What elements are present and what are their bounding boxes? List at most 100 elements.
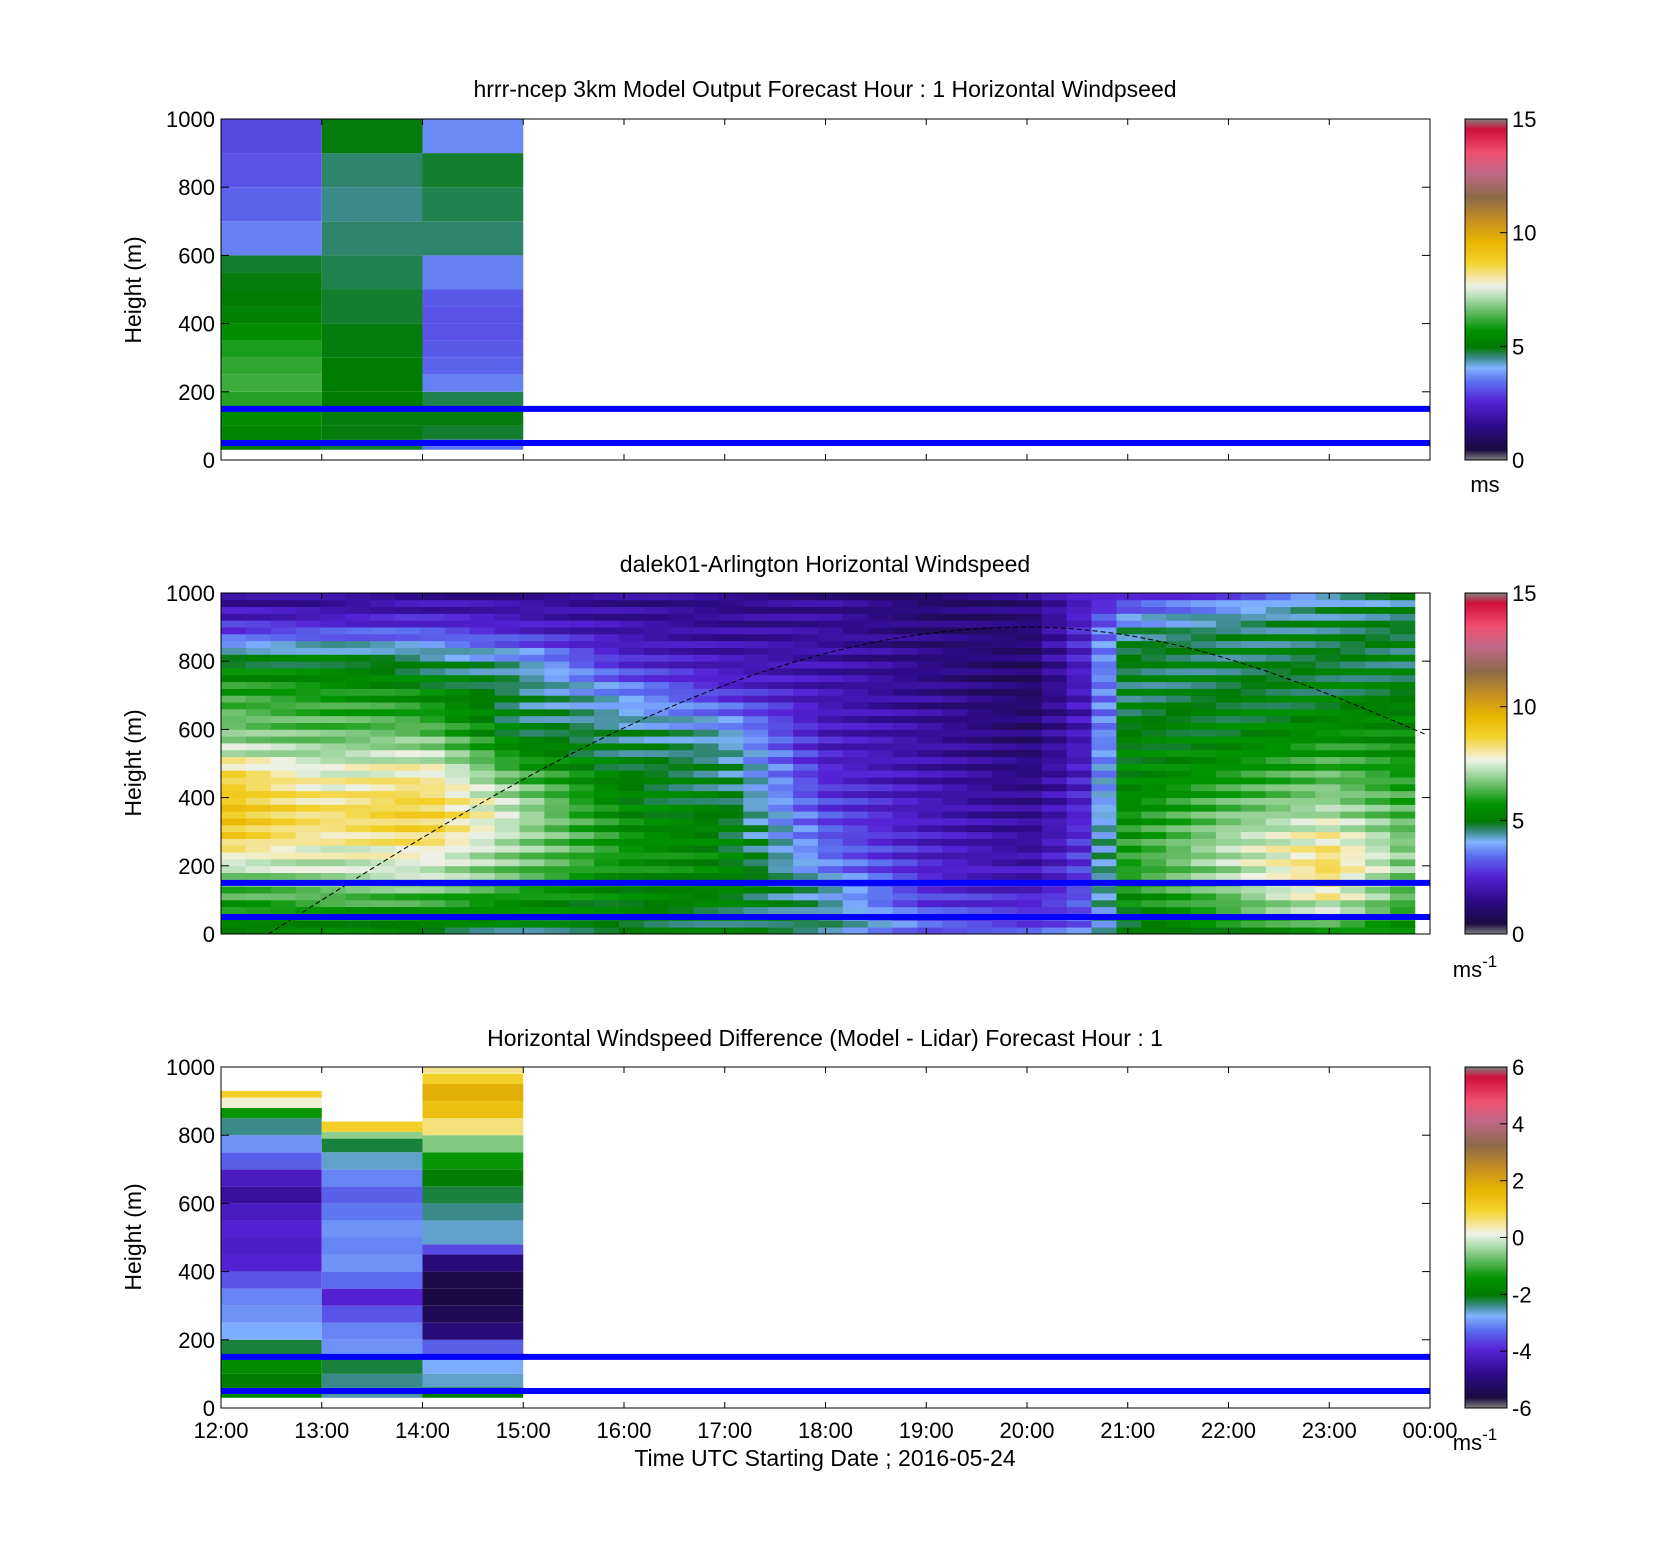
- panel-lidar-cell: [594, 804, 620, 812]
- panel-lidar-cell: [1016, 790, 1043, 798]
- panel-lidar-cell: [942, 804, 968, 812]
- panel-lidar-cell: [992, 831, 1018, 839]
- panel-difference-cell: [221, 1339, 322, 1357]
- panel-lidar-cell: [1191, 763, 1217, 771]
- panel-lidar-cell: [1041, 743, 1068, 751]
- panel-lidar-cell: [1390, 899, 1416, 908]
- panel-lidar-cell: [569, 838, 595, 846]
- panel-lidar-cell: [1315, 824, 1341, 833]
- panel-lidar-cell: [594, 783, 620, 792]
- panel-lidar-cell: [668, 749, 694, 758]
- panel-lidar-cell: [1240, 872, 1267, 880]
- panel-difference-cell: [321, 1339, 423, 1357]
- panel-lidar-cell: [892, 627, 918, 635]
- panel-lidar-cell: [1290, 865, 1316, 874]
- panel-lidar-cell: [643, 797, 670, 805]
- panel-lidar-cell: [419, 668, 446, 676]
- panel-lidar-cell: [817, 743, 844, 751]
- panel-lidar-cell: [395, 647, 421, 655]
- panel-lidar-cell: [718, 743, 744, 751]
- panel-lidar-cell: [345, 858, 371, 867]
- panel-lidar-cell: [1041, 722, 1068, 730]
- panel-lidar-cell: [1290, 708, 1316, 717]
- panel-lidar-cell: [1116, 593, 1142, 601]
- panel-lidar-cell: [370, 811, 396, 819]
- panel-lidar-cell: [842, 647, 869, 655]
- panel-lidar-cell: [1166, 661, 1192, 669]
- panel-lidar-cell: [519, 831, 545, 839]
- panel-lidar-cell: [643, 790, 670, 798]
- panel-lidar-cell: [693, 893, 719, 901]
- panel-lidar-cell: [992, 893, 1018, 901]
- panel-lidar-cell: [469, 824, 495, 833]
- panel-lidar-cell: [221, 824, 247, 833]
- panel-lidar-cell: [1141, 872, 1167, 880]
- panel-lidar-cell: [942, 906, 968, 914]
- panel-lidar-cell: [1215, 858, 1242, 867]
- panel-lidar-cell: [917, 702, 943, 710]
- panel-lidar-cell: [992, 640, 1018, 648]
- panel-lidar-cell: [320, 790, 346, 798]
- panel-lidar-cell: [1091, 770, 1117, 778]
- panel-lidar-cell: [270, 886, 297, 894]
- panel-lidar-cell: [967, 804, 993, 812]
- panel-lidar-cell: [668, 702, 694, 710]
- panel-lidar-cell: [618, 838, 645, 846]
- panel-lidar-cell: [867, 872, 893, 880]
- panel-lidar-cell: [1191, 688, 1217, 696]
- panel-model-cell: [422, 119, 524, 154]
- panel-lidar-cell: [942, 770, 968, 778]
- panel-lidar-cell: [618, 661, 645, 669]
- panel-lidar-cell: [494, 654, 520, 662]
- panel-lidar-cell: [892, 661, 918, 669]
- panel-lidar-cell: [544, 783, 570, 792]
- panel-lidar-cell: [842, 865, 869, 874]
- panel-lidar-cell: [1166, 606, 1192, 614]
- panel-lidar-cell: [494, 627, 520, 635]
- panel-lidar-cell: [320, 627, 346, 635]
- panel-lidar-cell: [867, 790, 893, 798]
- panel-lidar-cell: [768, 593, 794, 601]
- panel-lidar-cell: [817, 906, 844, 914]
- panel-lidar-cell: [594, 743, 620, 751]
- panel-lidar-cell: [842, 695, 869, 703]
- panel-lidar-cell: [370, 824, 396, 833]
- panel-lidar-cell: [793, 865, 819, 874]
- panel-lidar-cell: [395, 797, 421, 805]
- panel-lidar-cell: [419, 831, 446, 839]
- panel-lidar-cell: [395, 668, 421, 676]
- panel-lidar-cell: [370, 668, 396, 676]
- panel-lidar-cell: [1315, 729, 1341, 737]
- panel-lidar-cell: [693, 674, 719, 683]
- panel-lidar-cell: [1340, 613, 1366, 621]
- panel-lidar-cell: [1116, 852, 1142, 860]
- panel-lidar-cell: [1041, 811, 1068, 819]
- panel-lidar-cell: [1141, 852, 1167, 860]
- panel-lidar-cell: [793, 927, 819, 934]
- panel-lidar-cell: [1315, 708, 1341, 717]
- panel-lidar-cell: [1166, 804, 1192, 812]
- panel-lidar-cell: [842, 606, 869, 614]
- panel-lidar-cell: [1215, 668, 1242, 676]
- panel-lidar-cell: [419, 906, 446, 914]
- panel-lidar-cell: [942, 613, 968, 621]
- panel-lidar-cell: [693, 654, 719, 662]
- panel-lidar-cell: [643, 633, 670, 642]
- panel-lidar-cell: [643, 606, 670, 614]
- panel-lidar-cell: [295, 865, 321, 874]
- panel-lidar-cell: [320, 688, 346, 696]
- panel-lidar-cell: [1166, 756, 1192, 764]
- panel-lidar-cell: [370, 674, 396, 683]
- panel-lidar-cell: [643, 893, 670, 901]
- panel-lidar-cell: [643, 674, 670, 683]
- panel-lidar-cell: [693, 708, 719, 717]
- panel-lidar-cell: [917, 627, 943, 635]
- panel-lidar-cell: [643, 661, 670, 669]
- panel-lidar-cell: [469, 927, 495, 934]
- panel-lidar-cell: [867, 702, 893, 710]
- panel-lidar-cell: [444, 654, 471, 662]
- panel-lidar-cell: [817, 620, 844, 628]
- panel-lidar-cell: [1141, 674, 1167, 683]
- panel-lidar-cell: [643, 668, 670, 676]
